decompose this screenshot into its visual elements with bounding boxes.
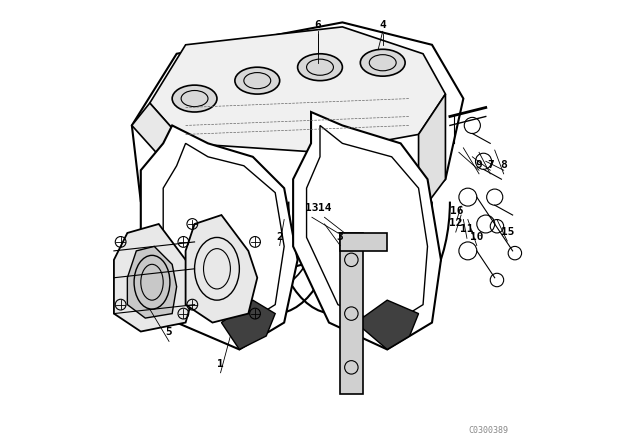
Text: 11: 11 [460,224,474,234]
Text: 14: 14 [317,203,332,213]
Text: 4: 4 [380,20,386,30]
Polygon shape [132,22,463,278]
Text: 9: 9 [476,160,483,170]
Polygon shape [340,233,362,394]
Text: 10: 10 [470,232,484,241]
Text: C0300389: C0300389 [468,426,508,435]
Text: 1: 1 [217,359,224,369]
Ellipse shape [235,67,280,94]
Ellipse shape [298,54,342,81]
Text: 13: 13 [305,203,319,213]
Polygon shape [340,233,387,251]
Text: 8: 8 [500,160,507,170]
Ellipse shape [172,85,217,112]
Polygon shape [221,300,275,349]
Text: 7: 7 [487,160,493,170]
Polygon shape [356,300,419,349]
Text: 6: 6 [314,20,321,30]
Polygon shape [293,112,441,349]
Polygon shape [132,103,186,170]
Polygon shape [419,94,445,215]
Text: 5: 5 [166,327,172,337]
Polygon shape [114,224,195,332]
Text: 16: 16 [450,207,463,216]
Ellipse shape [360,49,405,76]
Polygon shape [127,246,177,318]
Text: 15: 15 [500,227,514,237]
Polygon shape [141,125,298,349]
Polygon shape [186,215,257,323]
Polygon shape [150,27,445,152]
Text: 12: 12 [449,218,463,228]
Text: 2: 2 [276,232,283,241]
Text: 3: 3 [337,232,344,241]
